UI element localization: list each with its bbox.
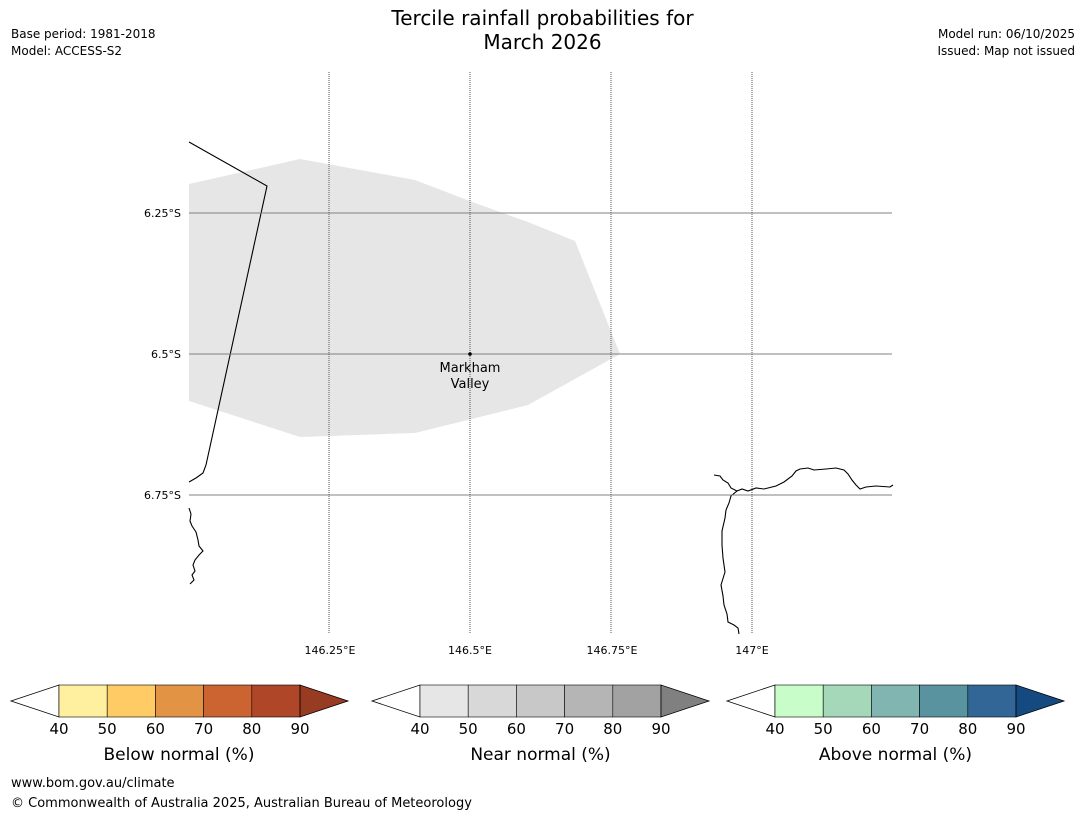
colorbar-above-bin bbox=[919, 684, 969, 718]
footer-copyright: © Commonwealth of Australia 2025, Austra… bbox=[11, 796, 472, 811]
colorbar-near-under-arrow bbox=[370, 684, 421, 718]
colorbar-near-tick: 40 bbox=[410, 720, 429, 738]
colorbar-below-bin bbox=[155, 684, 204, 718]
colorbar-above-tick: 50 bbox=[814, 720, 833, 738]
colorbars: 40 50 60 70 80 90 40 50 60 70 80 90 40 50 60 70 80 90 bbox=[9, 684, 1066, 738]
colorbar-near-tick: 70 bbox=[555, 720, 574, 738]
border-line bbox=[188, 141, 268, 483]
colorbar-near-tick: 60 bbox=[507, 720, 526, 738]
place-name-line-1: Markham bbox=[440, 361, 501, 376]
coastline-south-east bbox=[720, 490, 740, 635]
colorbar-title-above: Above normal (%) bbox=[818, 745, 973, 765]
lat-label: 6.25°S bbox=[144, 207, 181, 220]
colorbar-above-over-arrow bbox=[1015, 684, 1066, 718]
colorbar-above-bin bbox=[871, 684, 920, 718]
footer-url: www.bom.gov.au/climate bbox=[11, 776, 175, 791]
latitude-grid bbox=[189, 212, 892, 496]
colorbar-above-tick: 70 bbox=[910, 720, 929, 738]
coastline-east bbox=[713, 467, 894, 492]
colorbar-near-bin bbox=[612, 684, 662, 718]
coastline bbox=[188, 141, 894, 635]
colorbar-below-tick: 70 bbox=[194, 720, 213, 738]
colorbar-near-bin bbox=[516, 684, 565, 718]
location-marker bbox=[468, 352, 472, 356]
map-title: Tercile rainfall probabilities for March… bbox=[0, 6, 1085, 54]
colorbar-near-over-arrow bbox=[660, 684, 711, 718]
colorbar-below-bin bbox=[106, 684, 156, 718]
colorbar-below-tick: 80 bbox=[242, 720, 261, 738]
header-right: Model run: 06/10/2025 Issued: Map not is… bbox=[937, 26, 1075, 60]
lon-label: 146.75°E bbox=[587, 644, 638, 657]
colorbar-below-bin bbox=[58, 684, 108, 718]
colorbar-near-bin bbox=[419, 684, 469, 718]
colorbar-below-tick: 50 bbox=[98, 720, 117, 738]
title-line-2: March 2026 bbox=[483, 30, 602, 54]
coastline-west bbox=[188, 507, 204, 585]
lon-label: 147°E bbox=[735, 644, 768, 657]
place-name-line-2: Valley bbox=[451, 377, 490, 392]
lon-label: 146.5°E bbox=[448, 644, 492, 657]
colorbar-below-bin bbox=[251, 684, 301, 718]
header-left: Base period: 1981-2018 Model: ACCESS-S2 bbox=[11, 26, 156, 60]
colorbar-near-tick: 80 bbox=[603, 720, 622, 738]
colorbar-above-tick: 40 bbox=[765, 720, 784, 738]
colorbar-title-below: Below normal (%) bbox=[103, 745, 255, 765]
colorbar-near-bin bbox=[467, 684, 517, 718]
lon-label: 146.25°E bbox=[305, 644, 356, 657]
colorbar-near-tick: 90 bbox=[651, 720, 670, 738]
colorbar-below-under-arrow bbox=[9, 684, 60, 718]
colorbar-below-tick: 60 bbox=[146, 720, 165, 738]
colorbar-below-tick: 40 bbox=[49, 720, 68, 738]
issued-text: Issued: Map not issued bbox=[937, 44, 1075, 58]
colorbar-near-bin bbox=[564, 684, 614, 718]
colorbar-above-tick: 90 bbox=[1006, 720, 1025, 738]
model-run-text: Model run: 06/10/2025 bbox=[937, 27, 1075, 41]
colorbar-above-under-arrow bbox=[725, 684, 776, 718]
lat-label: 6.75°S bbox=[144, 489, 181, 502]
colorbar-above-tick: 80 bbox=[958, 720, 977, 738]
colorbar-above-bin bbox=[774, 684, 824, 718]
colorbar-near-tick: 50 bbox=[459, 720, 478, 738]
colorbar-above-bin bbox=[822, 684, 872, 718]
colorbar-above-tick: 60 bbox=[862, 720, 881, 738]
colorbar-above-bin bbox=[967, 684, 1017, 718]
model-text: Model: ACCESS-S2 bbox=[11, 44, 123, 58]
colorbar-below-over-arrow bbox=[299, 684, 350, 718]
lat-label: 6.5°S bbox=[151, 348, 181, 361]
colorbar-title-near: Near normal (%) bbox=[470, 745, 611, 765]
colorbar-below-bin bbox=[203, 684, 253, 718]
near-normal-shaded-region bbox=[189, 159, 620, 437]
base-period-text: Base period: 1981-2018 bbox=[11, 27, 156, 41]
title-line-1: Tercile rainfall probabilities for bbox=[391, 6, 694, 30]
colorbar-below-tick: 90 bbox=[290, 720, 309, 738]
